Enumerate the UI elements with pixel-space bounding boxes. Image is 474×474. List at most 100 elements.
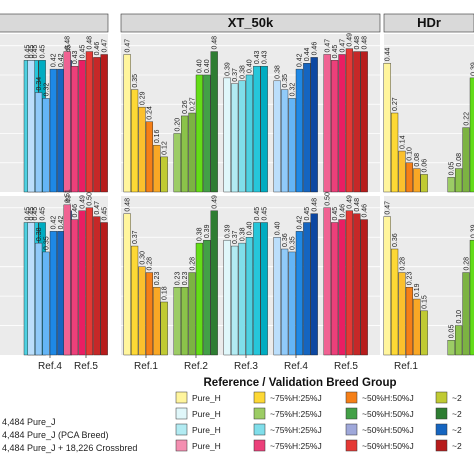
bar (145, 272, 154, 356)
bar (323, 207, 331, 356)
bar (398, 150, 406, 193)
bar (78, 210, 86, 356)
bar-value-label: 0.08 (456, 153, 463, 167)
bar-value-label: 0.10 (407, 147, 414, 161)
bar-value-label: 0.37 (132, 230, 139, 244)
x-axis-ticks: Ref.4 Ref.5 Ref.1 Ref.2 Ref.3 Ref.4 Ref.5 Ref.1 (38, 355, 418, 372)
bar (63, 204, 71, 356)
bar (323, 54, 331, 193)
bar-value-label: 0.48 (87, 36, 94, 50)
bar (295, 68, 304, 193)
bar (70, 219, 79, 356)
bar-value-label: 0.35 (43, 236, 50, 250)
legend-swatch (435, 391, 448, 404)
bar-value-label: 0.46 (94, 42, 101, 56)
facet-strip (120, 13, 381, 33)
bar-value-label: 0.39 (471, 62, 474, 76)
legend-group-label: 4,484 Pure_J + 18,226 Crossbred (2, 443, 137, 453)
legend-swatch (253, 423, 266, 436)
bar (93, 216, 101, 356)
bar (405, 162, 414, 193)
bar-value-label: 0.23 (175, 272, 182, 286)
bar-value-label: 0.45 (332, 207, 339, 221)
bar-value-label: 0.10 (456, 310, 463, 324)
bar-value-label: 0.40 (247, 221, 254, 235)
legend-swatch (345, 423, 358, 436)
bar-value-label: 0.32 (43, 83, 50, 97)
facet-strip (0, 13, 109, 33)
bar (447, 340, 455, 356)
x-tick-label: Ref.3 (234, 361, 258, 372)
bar (303, 63, 311, 193)
bar-value-label: 0.45 (40, 207, 47, 221)
bar (123, 54, 131, 193)
bar (413, 298, 421, 356)
bar-value-label: 0.38 (239, 227, 246, 241)
bar (360, 51, 368, 193)
bar (85, 51, 94, 193)
bar-value-label: 0.38 (239, 65, 246, 79)
bar-value-label: 0.45 (254, 207, 261, 221)
bar-value-label: 0.27 (392, 97, 399, 111)
x-tick-label: Ref.5 (74, 361, 98, 372)
facet-strip-title: XT_50k (228, 15, 274, 30)
bar-value-label: 0.12 (162, 141, 169, 155)
legend-group-label: 4,484 Pure_J (PCA Breed) (2, 430, 109, 440)
bar (260, 222, 268, 356)
bar (49, 231, 58, 356)
bar (447, 177, 455, 193)
bar-value-label: 0.39 (204, 224, 211, 238)
legend-label: ~50%H:50%J (362, 393, 414, 403)
bar (230, 245, 239, 356)
bar-value-label: 0.45 (79, 45, 86, 59)
bar (303, 222, 311, 356)
bar-value-label: 0.39 (225, 62, 232, 76)
facet-strip-title: HDr (417, 15, 441, 30)
bar-value-label: 0.42 (58, 53, 65, 67)
bar (331, 222, 339, 356)
bar (42, 98, 50, 193)
bar-value-label: 0.51 (65, 189, 72, 203)
legend-label: ~75%H:25%J (270, 425, 322, 435)
bar (230, 83, 239, 193)
bar-value-label: 0.50 (87, 192, 94, 206)
legend-label: ~2 (452, 441, 462, 451)
bar (413, 168, 421, 193)
bar-value-label: 0.28 (189, 257, 196, 271)
legend-swatch (175, 439, 188, 452)
bar-value-label: 0.05 (449, 325, 456, 339)
bar (383, 216, 391, 356)
x-tick-label: Ref.1 (394, 361, 418, 372)
bar-value-label: 0.35 (132, 74, 139, 88)
bar-value-label: 0.28 (147, 257, 154, 271)
bar-value-label: 0.50 (325, 192, 332, 206)
bar-value-label: 0.46 (312, 42, 319, 56)
bar (85, 207, 94, 356)
bar (173, 133, 181, 193)
bar (180, 115, 189, 193)
bar-value-label: 0.06 (422, 159, 429, 173)
bar-value-label: 0.42 (297, 53, 304, 67)
bar-value-label: 0.49 (347, 195, 354, 209)
bar-value-label: 0.45 (32, 207, 39, 221)
bar (195, 242, 204, 356)
bar (353, 51, 361, 193)
bar-value-label: 0.40 (247, 59, 254, 73)
facet-strip (383, 13, 474, 33)
bar (288, 98, 296, 193)
bar (331, 60, 339, 193)
x-tick-label: Ref.4 (284, 361, 308, 372)
legend-label: ~50%H:50%J (362, 441, 414, 451)
bar-value-label: 0.45 (332, 45, 339, 59)
legend-label: Pure_H (192, 393, 221, 403)
bar-value-label: 0.48 (125, 198, 132, 212)
bar (345, 48, 354, 193)
bar-value-label: 0.22 (463, 112, 470, 126)
legend-label: Pure_H (192, 441, 221, 451)
bar-value-label: 0.15 (422, 295, 429, 309)
bar-value-label: 0.42 (297, 216, 304, 230)
bar (469, 239, 474, 356)
bar-value-label: 0.23 (154, 272, 161, 286)
bar (281, 248, 289, 356)
